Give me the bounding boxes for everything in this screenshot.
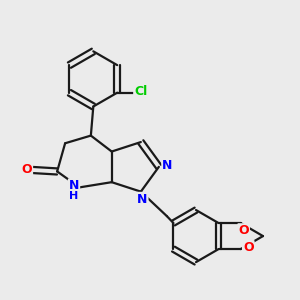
Text: O: O: [243, 241, 254, 254]
Text: O: O: [238, 224, 249, 237]
Text: O: O: [22, 164, 32, 176]
Text: Cl: Cl: [134, 85, 147, 98]
Text: N: N: [137, 193, 148, 206]
Text: H: H: [69, 191, 79, 201]
Text: N: N: [69, 179, 79, 192]
Text: N: N: [162, 159, 172, 172]
